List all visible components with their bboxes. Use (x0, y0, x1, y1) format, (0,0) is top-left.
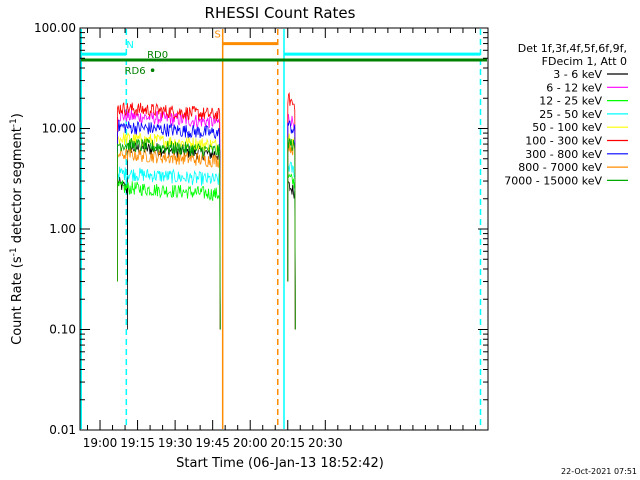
data-series (117, 91, 296, 330)
x-axis: 19:00 19:15 19:30 19:45 20:00 20:15 20:30 (83, 28, 476, 450)
series-trace (117, 119, 221, 330)
y-axis-label-exponent: -1 (9, 247, 19, 256)
series-7 (117, 139, 296, 330)
x-tick-label: 19:00 (83, 436, 118, 450)
series-trace (117, 138, 221, 330)
legend-label: 50 - 100 keV (532, 121, 602, 134)
x-tick-label: 20:30 (308, 436, 343, 450)
series-2 (117, 173, 296, 330)
y-tick-label: 0.10 (49, 323, 76, 337)
vertical-markers (80, 29, 482, 429)
chart-title: RHESSI Count Rates (205, 4, 356, 22)
series-trace (287, 113, 296, 330)
y-axis-label-main: Count Rate (s (10, 256, 25, 345)
legend-label: 800 - 7000 keV (518, 161, 602, 174)
flag-label-rd6: RD6 (125, 66, 146, 77)
series-6 (117, 119, 296, 330)
legend-label: 300 - 800 keV (525, 148, 602, 161)
x-tick-label: 20:00 (233, 436, 268, 450)
series-trace (117, 180, 221, 330)
legend-label: 100 - 300 keV (525, 135, 602, 148)
y-axis-label-unit: detector segment (10, 127, 25, 247)
legend-label: 6 - 12 keV (546, 81, 602, 94)
series-0 (117, 141, 296, 330)
series-4 (117, 131, 296, 330)
legend-label: 3 - 6 keV (553, 68, 602, 81)
x-tick-label: 19:15 (120, 436, 155, 450)
series-trace (287, 173, 296, 330)
series-trace (287, 91, 296, 330)
flag-dot-rd6 (150, 68, 155, 73)
legend-header-2: FDecim 1, Att 0 (542, 55, 627, 68)
y-tick-label: 100.00 (34, 21, 76, 35)
y-tick-label: 10.00 (42, 122, 76, 136)
series-3 (117, 161, 296, 330)
legend-label: 12 - 25 keV (539, 95, 602, 108)
series-trace (287, 120, 296, 330)
legend-header-1: Det 1f,3f,4f,5f,6f,9f, (518, 42, 627, 55)
x-axis-label: Start Time (06-Jan-13 18:52:42) (176, 456, 384, 471)
flag-label-rd0: RD0 (147, 50, 168, 61)
x-tick-label: 20:15 (270, 436, 305, 450)
flag-label-n: N (126, 40, 133, 51)
y-axis-label-exponent-2: -1 (9, 118, 19, 127)
series-5 (117, 91, 296, 330)
y-axis: 0.01 0.10 1.00 10.00 100.00 (34, 21, 488, 437)
legend-label: 7000 - 15000 keV (504, 174, 602, 187)
legend: Det 1f,3f,4f,5f,6f,9f, FDecim 1, Att 0 3… (504, 42, 628, 187)
series-trace (287, 161, 296, 330)
series-trace (117, 102, 221, 330)
footer-timestamp: 22-Oct-2021 07:51 (561, 467, 637, 476)
y-axis-label: Count Rate (s-1 detector segment-1) (9, 113, 25, 345)
y-axis-label-close: ) (10, 113, 25, 118)
series-trace (117, 166, 221, 330)
y-tick-label: 0.01 (49, 423, 76, 437)
series-8 (117, 137, 296, 330)
flag-label-s: S (214, 30, 220, 41)
x-tick-label: 19:30 (158, 436, 193, 450)
series-trace (287, 180, 296, 330)
series-trace (287, 137, 296, 330)
x-tick-label: 19:45 (195, 436, 230, 450)
legend-label: 25 - 50 keV (539, 108, 602, 121)
y-tick-label: 1.00 (49, 222, 76, 236)
